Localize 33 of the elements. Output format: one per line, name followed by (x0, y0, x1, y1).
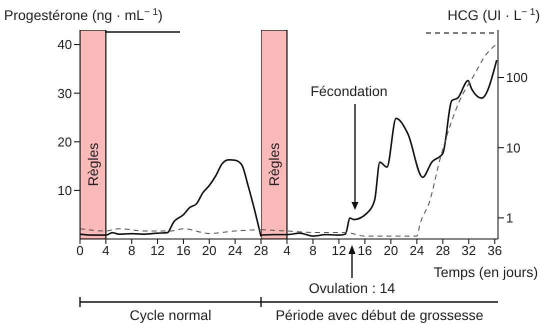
x-axis-title: Temps (en jours) (434, 264, 538, 280)
x-tick-label: 0 (76, 243, 84, 258)
x-tick-label: 20 (384, 243, 398, 258)
y-tick-label: 20 (58, 134, 72, 150)
y2-tick-label: 1 (506, 210, 514, 226)
x-tick-label: 4 (283, 243, 291, 258)
x-tick-label: 12 (332, 243, 346, 258)
text: Période avec début de grossesse (276, 307, 484, 323)
x-tick-label: 16 (176, 243, 191, 258)
x-tick-label: 16 (358, 243, 372, 258)
x-tick-label: 28 (436, 243, 450, 258)
band-label: Règles (84, 142, 101, 186)
x-tick-label: 8 (128, 243, 136, 258)
y2-axis-title: HCG (UI · L$^{− 1}$) (448, 6, 540, 23)
text: Cycle normal (130, 307, 212, 323)
y-tick-label: 10 (58, 183, 72, 198)
x-tick-label: 20 (202, 243, 217, 258)
annotation: Fécondation (310, 83, 388, 99)
x-tick-label: 24 (228, 243, 242, 258)
band-label: Règles (266, 142, 282, 186)
x-tick-label: 28 (254, 243, 268, 258)
y2-tick-label: 10 (506, 140, 520, 156)
y-tick-label: 30 (58, 86, 72, 101)
x-tick-label: 8 (309, 243, 317, 258)
x-tick-label: 24 (410, 243, 424, 258)
x-tick-label: 32 (462, 243, 476, 258)
y2-tick-label: 100 (506, 70, 528, 86)
x-tick-label: 4 (102, 243, 110, 258)
x-tick-label: 12 (150, 243, 165, 258)
x-tick-label: 36 (488, 243, 502, 258)
text: Ovulation : 14 (308, 280, 396, 296)
y-axis-title: Progestérone (ng · mL$^{− 1}$) (4, 6, 163, 23)
y-tick-label: 40 (58, 37, 72, 52)
